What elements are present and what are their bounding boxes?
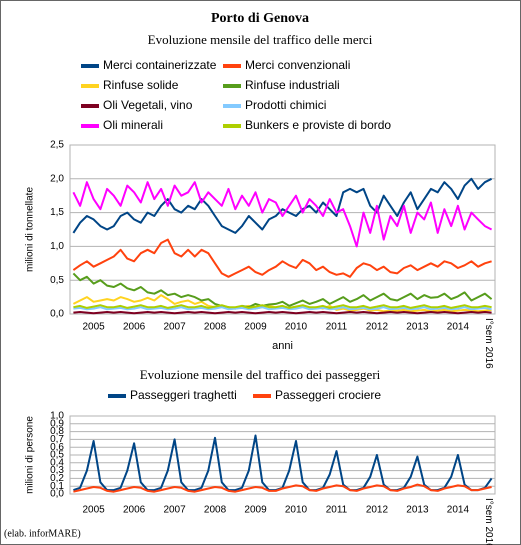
legend-label: Merci containerizzate: [103, 58, 217, 72]
x-tick-label: 2005: [82, 505, 105, 516]
y-tick-label: 0,5: [50, 275, 64, 286]
x-tick-label: I°sem 2016: [483, 498, 494, 545]
x-tick-label: 2014: [447, 505, 470, 516]
x-tick-label: 2010: [285, 505, 308, 516]
legend-label: Prodotti chimici: [245, 98, 326, 112]
legend-swatch: [223, 84, 241, 88]
x-tick-label: 2006: [123, 505, 146, 516]
y-tick-label: 0,3: [50, 465, 64, 476]
series-line: [73, 483, 492, 493]
x-tick-label: 2009: [244, 505, 267, 516]
series-line: [72, 177, 493, 234]
x-tick-label: 2009: [244, 322, 267, 333]
x-tick-label: 2007: [163, 322, 186, 333]
legend-label: Rinfuse solide: [103, 78, 179, 92]
x-tick-label: 2008: [204, 322, 227, 333]
series-line: [73, 306, 492, 311]
legend-swatch: [253, 394, 271, 398]
chart-title: Evoluzione mensile del traffico delle me…: [148, 32, 373, 47]
legend-swatch: [223, 124, 241, 128]
legend-label: Merci convenzionali: [245, 58, 350, 72]
y-axis-title: milioni di persone: [25, 416, 36, 494]
series-line: [72, 272, 493, 310]
legend-label: Bunkers e proviste di bordo: [245, 118, 391, 132]
x-tick-label: 2011: [326, 505, 348, 516]
y-tick-label: 0,0: [50, 489, 64, 500]
x-tick-label: 2008: [204, 505, 227, 516]
legend-swatch: [81, 64, 99, 68]
x-axis-title: anni: [272, 340, 293, 352]
series-line: [72, 181, 493, 248]
plot-frame: [69, 144, 496, 315]
plot-frame: [69, 415, 496, 495]
y-axis-title: milioni di tonnellate: [25, 187, 36, 272]
legend-swatch: [81, 124, 99, 128]
legend-swatch: [108, 394, 126, 398]
x-tick-label: 2011: [326, 322, 348, 333]
y-tick-label: 1,5: [50, 207, 64, 218]
y-tick-label: 0,2: [50, 473, 64, 484]
x-tick-label: 2012: [366, 505, 389, 516]
legend-label: Passeggeri traghetti: [130, 388, 237, 402]
series-line: [72, 238, 492, 278]
legend-label: Passeggeri crociere: [275, 388, 381, 402]
legend-swatch: [81, 84, 99, 88]
legend-label: Oli Vegetali, vino: [103, 98, 193, 112]
chart-title: Evoluzione mensile del traffico dei pass…: [140, 367, 381, 382]
x-tick-label: I°sem 2016: [483, 318, 494, 369]
y-tick-label: 2,5: [50, 140, 64, 151]
y-tick-label: 0,6: [50, 442, 64, 453]
legend-swatch: [223, 64, 241, 68]
series-line: [73, 311, 492, 315]
legend-swatch: [223, 104, 241, 108]
x-tick-label: 2005: [82, 322, 105, 333]
source-note: (elab. inforMARE): [4, 528, 81, 539]
x-tick-label: 2010: [285, 322, 308, 333]
y-tick-label: 0,5: [50, 450, 64, 461]
y-tick-label: 0,4: [50, 457, 64, 468]
x-tick-label: 2013: [406, 322, 429, 333]
legend-swatch: [81, 104, 99, 108]
x-tick-label: 2014: [447, 322, 470, 333]
page-title: Porto di Genova: [211, 11, 309, 26]
x-tick-label: 2013: [406, 505, 429, 516]
legend-label: Oli minerali: [103, 118, 163, 132]
y-tick-label: 0,8: [50, 426, 64, 437]
y-tick-label: 0,0: [50, 309, 64, 320]
series-line: [73, 304, 492, 309]
legend-label: Rinfuse industriali: [245, 78, 340, 92]
y-tick-label: 1,0: [50, 241, 64, 252]
y-tick-label: 2,0: [50, 173, 64, 184]
y-tick-label: 0,1: [50, 481, 64, 492]
y-tick-label: 1,0: [50, 411, 64, 422]
y-tick-label: 0,7: [50, 434, 64, 445]
x-tick-label: 2012: [366, 322, 389, 333]
x-tick-label: 2006: [123, 322, 146, 333]
x-tick-label: 2007: [163, 505, 186, 516]
y-tick-label: 0,9: [50, 418, 64, 429]
